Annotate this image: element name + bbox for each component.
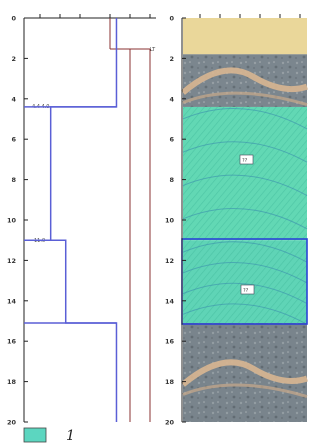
right-tick-label: 20 xyxy=(165,419,175,427)
core-rock-band xyxy=(182,91,308,107)
left-tick-label: 14 xyxy=(7,297,17,305)
core-tag-lower-bg xyxy=(240,284,255,295)
legend-label: 1 xyxy=(66,428,75,444)
left-tick-label: 16 xyxy=(7,338,17,346)
profile-step-line xyxy=(49,18,118,422)
core-panel: ?? ?? 0 2 4 6 8 10 12 14 16 18 20 xyxy=(165,14,308,427)
core-vein xyxy=(182,282,308,305)
right-axis-ticks: 0 2 4 6 8 10 12 14 16 18 20 xyxy=(165,15,186,427)
right-tick-label: 10 xyxy=(165,217,175,225)
core-texture xyxy=(181,54,308,422)
right-tick-label: 18 xyxy=(165,378,175,386)
core-tag-lower: ?? xyxy=(243,288,249,294)
left-tick-label: 4 xyxy=(11,95,16,103)
core-vein xyxy=(182,261,308,284)
left-axis-ticks: 0 2 4 6 8 10 12 14 16 18 20 xyxy=(7,15,28,427)
right-tick-label: 2 xyxy=(169,55,174,63)
core-vein xyxy=(182,107,308,130)
core-rock-band xyxy=(181,359,308,387)
core-hatch xyxy=(183,240,307,324)
core-vein xyxy=(182,174,308,196)
core-rock-band xyxy=(182,383,308,398)
right-tick-label: 0 xyxy=(169,15,174,23)
profile-label-low: 11.0 xyxy=(34,238,45,244)
right-tick-label: 6 xyxy=(169,136,174,144)
legend: 1 xyxy=(23,427,75,444)
right-tick-label: 14 xyxy=(165,297,175,305)
right-tick-label: 12 xyxy=(165,257,174,265)
left-tick-label: 6 xyxy=(11,136,16,144)
core-rock-band xyxy=(181,67,308,95)
left-tick-label: 18 xyxy=(7,378,17,386)
left-top-ticks xyxy=(39,14,151,18)
core-vein xyxy=(182,303,308,325)
left-tick-label: 10 xyxy=(7,217,17,225)
left-tick-label: 20 xyxy=(7,419,17,427)
right-top-ticks xyxy=(199,14,301,18)
left-tick-label: 2 xyxy=(11,55,16,63)
right-tick-label: 16 xyxy=(165,338,175,346)
core-section-sand xyxy=(183,18,307,55)
legend-swatch xyxy=(23,427,47,443)
left-tick-label: 8 xyxy=(11,176,16,184)
core-hatch xyxy=(183,106,307,241)
left-tick-label: 12 xyxy=(7,257,16,265)
core-vein xyxy=(182,207,308,230)
profile-label-top: LT xyxy=(150,47,156,53)
core-tag-upper-bg xyxy=(239,154,254,165)
core-tag-upper: ?? xyxy=(242,158,248,164)
core-vein xyxy=(182,241,308,263)
right-tick-label: 4 xyxy=(169,95,174,103)
core-vein xyxy=(182,141,308,163)
left-tick-label: 0 xyxy=(11,15,16,23)
right-tick-label: 8 xyxy=(169,176,174,184)
